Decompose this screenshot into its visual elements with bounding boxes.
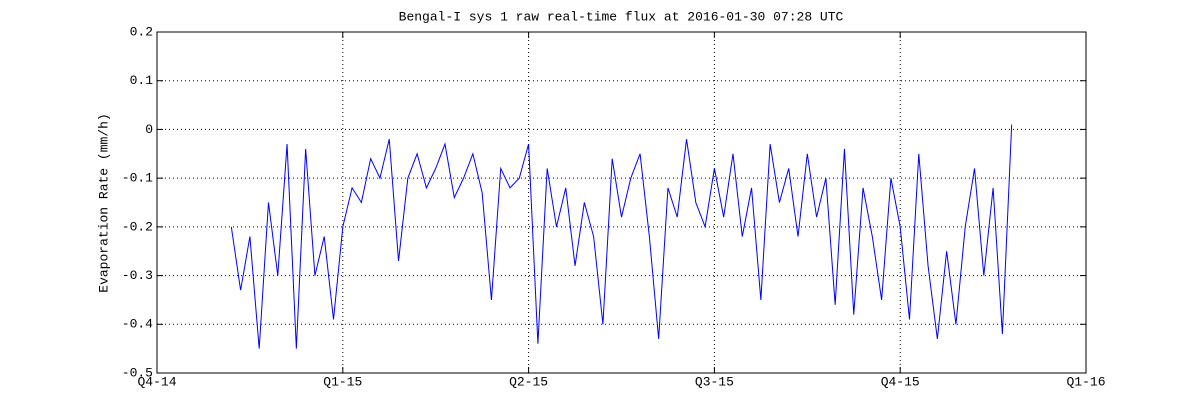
- y-tick-label: -0.3: [122, 268, 153, 283]
- x-tick-label: Q2-15: [509, 374, 548, 389]
- axes-frame: [156, 31, 1087, 374]
- y-tick-label: 0: [145, 122, 153, 137]
- data-line: [230, 124, 1013, 349]
- x-tick-label: Q4-15: [881, 374, 920, 389]
- y-tick-label: -0.5: [122, 365, 153, 380]
- chart-title: Bengal-I sys 1 raw real-time flux at 201…: [399, 9, 844, 24]
- y-axis-label: Evaporation Rate (mm/h): [96, 113, 111, 292]
- y-tick-label: 0.1: [130, 73, 154, 88]
- x-tick-label: Q3-15: [695, 374, 734, 389]
- plot-area: [157, 32, 1086, 373]
- y-tick-label: -0.4: [122, 317, 153, 332]
- y-tick-label: -0.1: [122, 171, 153, 186]
- y-tick-label: -0.2: [122, 219, 153, 234]
- y-tick-label: 0.2: [130, 24, 153, 39]
- x-tick-label: Q1-15: [323, 374, 362, 389]
- x-tick-label: Q1-16: [1066, 374, 1105, 389]
- x-tick-label: Q4-14: [137, 374, 176, 389]
